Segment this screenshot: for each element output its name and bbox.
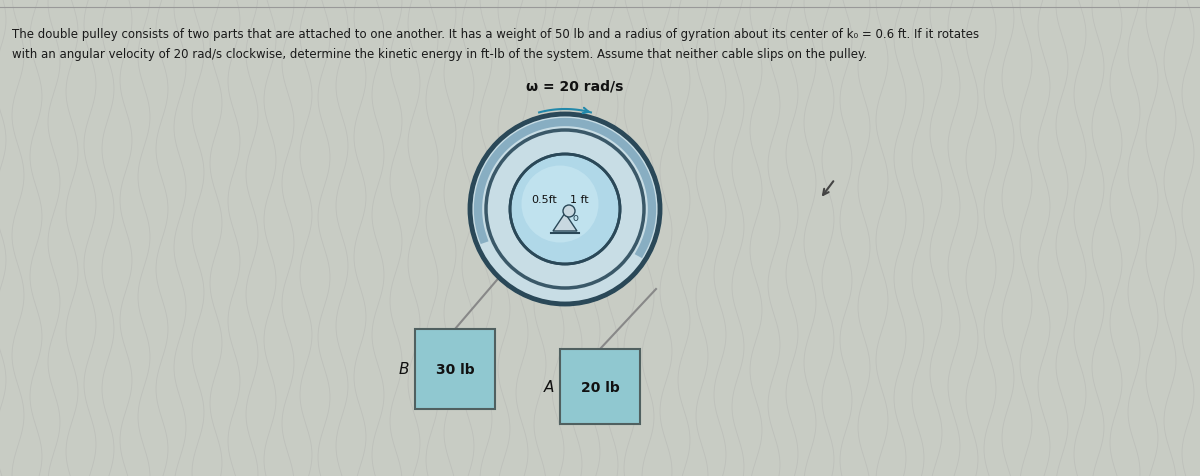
Circle shape	[470, 115, 660, 304]
Text: 1 ft: 1 ft	[570, 195, 589, 205]
Text: 20 lb: 20 lb	[581, 380, 619, 394]
Circle shape	[510, 155, 620, 265]
Circle shape	[522, 166, 599, 243]
Text: with an angular velocity of 20 rad/s clockwise, determine the kinetic energy in : with an angular velocity of 20 rad/s clo…	[12, 48, 868, 61]
FancyBboxPatch shape	[560, 349, 640, 424]
Circle shape	[563, 206, 575, 218]
Text: 0.5ft: 0.5ft	[532, 195, 557, 205]
Text: The double pulley consists of two parts that are attached to one another. It has: The double pulley consists of two parts …	[12, 28, 979, 41]
Text: A: A	[544, 379, 554, 394]
Text: o: o	[572, 213, 578, 223]
Polygon shape	[553, 214, 577, 231]
Text: B: B	[398, 362, 409, 377]
Text: 30 lb: 30 lb	[436, 362, 474, 376]
Text: ω = 20 rad/s: ω = 20 rad/s	[527, 79, 624, 93]
FancyBboxPatch shape	[415, 329, 496, 409]
